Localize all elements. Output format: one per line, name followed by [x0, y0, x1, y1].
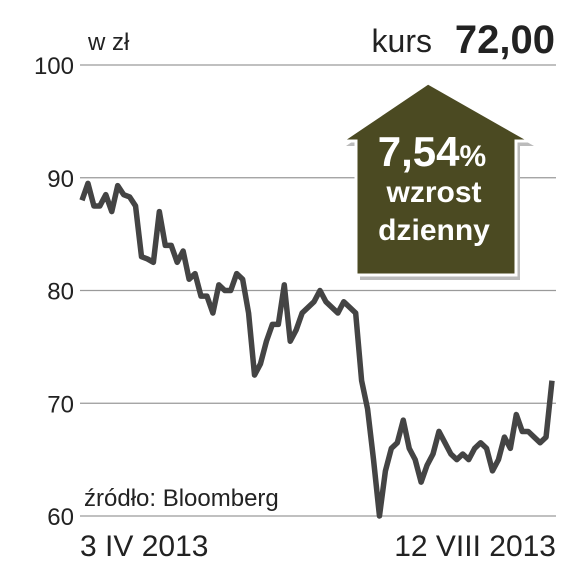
badge-text: 7,54% — [378, 128, 486, 175]
y-tick-label: 60 — [47, 504, 74, 531]
badge-line2: dzienny — [378, 214, 490, 247]
price-label: kurs — [372, 23, 432, 59]
plot: 60 70 80 90 100 — [34, 53, 556, 531]
x-tick-label: 3 IV 2013 — [80, 530, 208, 563]
y-tick-label: 70 — [47, 391, 74, 418]
unit-label: w zł — [87, 29, 130, 56]
badge-arrow — [337, 81, 536, 277]
badge: 7,54% wzrost dzienny — [337, 81, 536, 280]
x-tick-label: 12 VIII 2013 — [394, 530, 556, 563]
y-tick-label: 80 — [47, 279, 74, 306]
price-value: 72,00 — [455, 18, 555, 62]
badge-line1: wzrost — [385, 176, 481, 209]
source: źródło: Bloomberg — [84, 485, 279, 512]
y-tick-label: 90 — [47, 166, 74, 193]
price-line — [79, 180, 555, 519]
y-tick-label: 100 — [34, 53, 74, 80]
